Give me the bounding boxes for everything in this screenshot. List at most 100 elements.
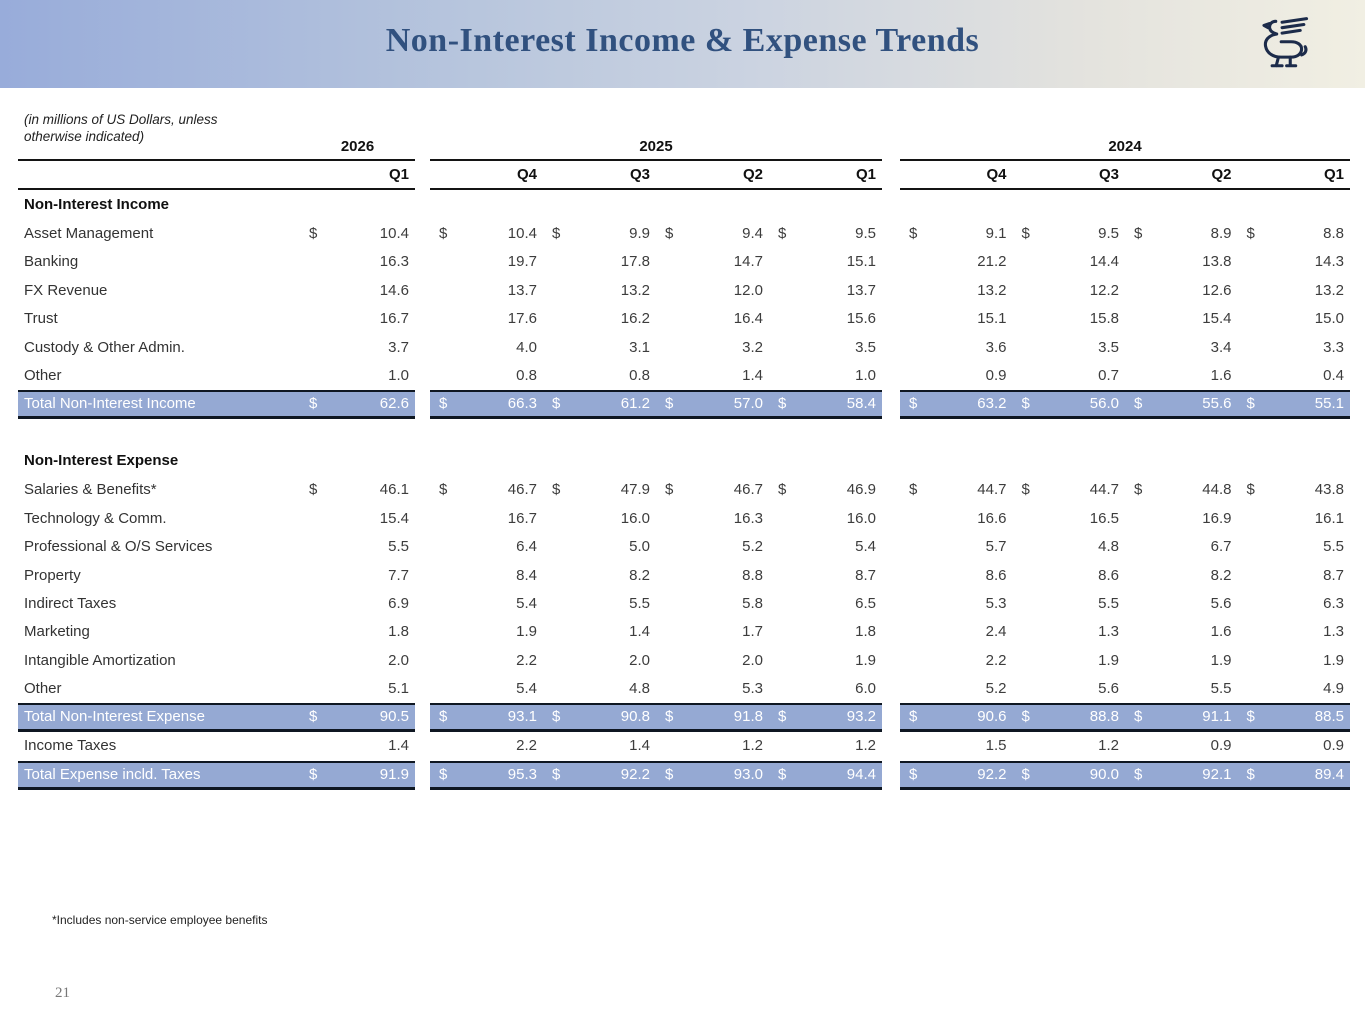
dollar-sign: $ [778,225,787,242]
value-cell: $2.0 [543,647,656,675]
column-gap [415,505,430,533]
row-block: $10.4 $9.9 $9.4 $9.5 [430,220,882,248]
column-gap [415,277,430,305]
row-label: Intangible Amortization [24,651,176,669]
cell-value: 9.4 [742,225,763,242]
value-cell: $8.6 [900,562,1013,590]
column-gap [415,334,430,362]
cell-value: 15.0 [1314,310,1344,328]
quarter-header: Q1 [388,166,409,183]
year-group: 2024 [900,136,1350,161]
dollar-sign: $ [439,708,448,726]
value-cell: $2.0 [656,647,769,675]
cell-value: 93.2 [846,708,876,726]
value-cell: $44.8 [1125,476,1238,504]
cell-value: 2.0 [388,651,409,669]
value-cell: $1.8 [300,618,415,646]
cell-value: 1.3 [1323,623,1344,641]
value-cell: $95.3 [430,763,543,787]
column-gap [415,476,430,504]
cell-value: 13.8 [1202,253,1232,271]
value-cell: $3.1 [543,334,656,362]
row-label: Income Taxes [24,737,117,755]
value-cell: $93.0 [656,763,769,787]
column-gap [415,590,430,618]
dollar-sign: $ [778,395,787,413]
row-block: $16.7$16.0$16.3$16.0 [430,505,882,533]
year-header: 2024 [1108,138,1142,155]
page-title: Non-Interest Income & Expense Trends [385,22,980,59]
cell-value: 1.9 [1210,651,1232,669]
table-row: Other$5.1$5.4$4.8$5.3$6.0$5.2$5.6$5.5$4.… [18,675,1350,703]
value-cell: $19.7 [430,248,543,276]
value-cell: $1.9 [1125,647,1238,675]
cell-value: 44.7 [1089,481,1119,499]
value-cell: $5.5 [1013,590,1126,618]
value-cell: $55.6 [1125,392,1238,416]
dollar-sign: $ [909,395,918,413]
cell-value: 4.0 [516,338,537,356]
cell-value: 5.4 [516,594,537,612]
value-cell: $2.0 [300,647,415,675]
cell-value: 0.8 [629,366,650,384]
year-header-row: 2026 2025 2024 [18,136,1350,161]
cell-value: 12.6 [1202,281,1232,299]
cell-value: 9.5 [855,225,876,242]
value-cell: $7.7 [300,562,415,590]
section-header: Non-Interest Expense [24,452,179,470]
value-cell: $46.1 [300,476,415,504]
cell-value: 91.1 [1202,708,1232,726]
row-block: $13.7$13.2$12.0$13.7 [430,277,882,305]
value-cell: $92.2 [543,763,656,787]
column-gap [415,618,430,646]
row-block: $1.9$1.4$1.7$1.8 [430,618,882,646]
value-cell: $6.9 [300,590,415,618]
cell-value: 4.8 [629,680,650,698]
cell-value: 8.4 [516,566,537,584]
row-block: $2.2$2.0$2.0$1.9 [430,647,882,675]
dollar-sign: $ [909,708,918,726]
value-cell: $9.5 [769,220,882,248]
value-cell: $5.3 [900,590,1013,618]
value-cell: $2.4 [900,618,1013,646]
value-cell: $55.1 [1238,392,1351,416]
table-row: Banking$16.3$19.7$17.8$14.7$15.1$21.2$14… [18,248,1350,276]
row-block: Professional & O/S Services $5.5 [18,533,415,561]
row-label: Other [24,680,62,698]
value-cell: $8.8 [656,562,769,590]
column-gap [882,505,900,533]
value-cell: $5.5 [543,590,656,618]
row-block: Other $5.1 [18,675,415,703]
value-cell: $16.5 [1013,505,1126,533]
value-cell: $5.6 [1013,675,1126,703]
value-cell: $9.5 [1013,220,1126,248]
cell-value: 0.8 [516,366,537,384]
cell-value: 1.9 [1323,651,1344,669]
value-cell: $46.7 [656,476,769,504]
cell-value: 5.4 [855,538,876,556]
cell-value: 66.3 [507,395,537,413]
cell-value: 5.7 [985,538,1007,556]
units-note: (in millions of US Dollars, unless other… [24,111,218,145]
row-block: $93.1 $90.8 $91.8 $93.2 [430,703,882,733]
row-block: $16.6$16.5$16.9$16.1 [900,505,1350,533]
cell-value: 46.1 [379,481,409,499]
value-cell: $16.3 [656,505,769,533]
cell-value: 16.1 [1314,509,1344,527]
year-header: 2026 [340,138,375,155]
value-cell: $56.0 [1013,392,1126,416]
section-header: Non-Interest Income [24,196,170,213]
cell-value: 3.7 [388,338,409,356]
column-gap [882,732,900,760]
dollar-sign: $ [1246,765,1255,783]
cell-value: 10.4 [379,225,409,242]
cell-value: 16.7 [379,310,409,328]
cell-value: 16.4 [733,310,763,328]
row-label: FX Revenue [24,281,108,299]
cell-value: 3.5 [855,338,876,356]
cell-value: 5.4 [516,680,537,698]
column-gap [415,703,430,732]
value-cell: $6.3 [1238,590,1351,618]
column-gap [882,533,900,561]
total-row: Total Non-Interest Income $62.6 $66.3 $61.2… [18,390,1351,420]
